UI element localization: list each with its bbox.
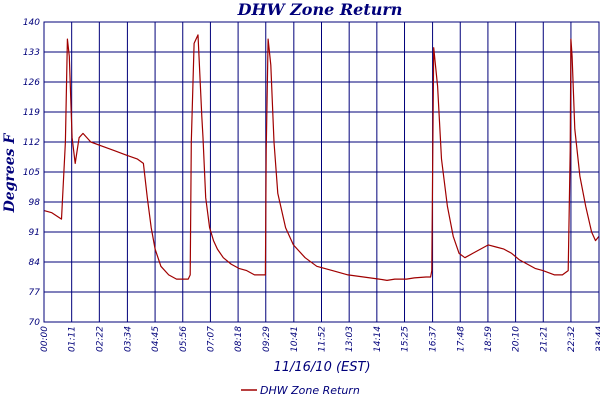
y-tick-label: 126 xyxy=(23,78,40,88)
x-tick-label: 04:45 xyxy=(151,326,161,352)
x-tick-label: 08:18 xyxy=(234,326,244,352)
grid xyxy=(43,21,600,323)
y-axis-ticks: 70 77 84 91 98 105 112 119 126 133 140 xyxy=(23,18,40,328)
x-tick-label: 13:03 xyxy=(345,326,355,352)
x-tick-label: 17:48 xyxy=(456,326,466,352)
legend-label: DHW Zone Return xyxy=(260,384,360,397)
x-tick-label: 07:07 xyxy=(206,326,216,352)
series-layer xyxy=(43,34,600,281)
x-tick-label: 23:44 xyxy=(598,326,600,352)
x-tick-label: 23:44 xyxy=(595,326,600,352)
y-tick-label: 98 xyxy=(29,198,41,208)
y-axis-label: Degrees F xyxy=(2,133,18,214)
y-tick-label: 105 xyxy=(23,168,40,178)
x-tick-label: 18:59 xyxy=(484,326,494,352)
x-tick-label: 16:37 xyxy=(429,326,439,352)
x-tick-label: 05:56 xyxy=(179,326,189,352)
x-tick-label: 15:25 xyxy=(401,326,411,352)
x-tick-label: 02:22 xyxy=(95,326,105,352)
y-tick-label: 133 xyxy=(23,48,40,58)
x-tick-label: 03:34 xyxy=(123,326,133,352)
y-tick-label: 119 xyxy=(23,108,40,118)
x-axis-label: 11/16/10 (EST) xyxy=(273,360,370,375)
legend: DHW Zone Return xyxy=(241,384,360,397)
y-tick-label: 91 xyxy=(29,228,40,238)
y-tick-label: 70 xyxy=(29,318,41,328)
x-tick-label: 11:52 xyxy=(318,326,328,352)
x-tick-label: 20:10 xyxy=(512,326,522,352)
x-tick-label: 22:32 xyxy=(567,326,577,352)
plot-frame xyxy=(43,21,600,323)
y-tick-label: 84 xyxy=(29,258,41,268)
x-tick-label: 10:41 xyxy=(290,326,300,352)
x-axis-ticks: 00:00 01:11 02:22 03:34 04:45 05:56 07:07 08:18… xyxy=(40,326,600,352)
x-tick-label: 09:29 xyxy=(262,326,272,352)
y-tick-label: 140 xyxy=(23,18,40,28)
x-tick-label: 14:14 xyxy=(373,326,383,352)
series-line xyxy=(43,34,600,281)
chart-title: DHW Zone Return xyxy=(237,0,403,19)
x-tick-label: 00:00 xyxy=(40,326,50,352)
x-tick-label: 01:11 xyxy=(68,326,78,352)
x-tick-label: 21:21 xyxy=(539,326,549,352)
y-tick-label: 77 xyxy=(29,288,41,298)
y-tick-label: 112 xyxy=(23,138,40,148)
